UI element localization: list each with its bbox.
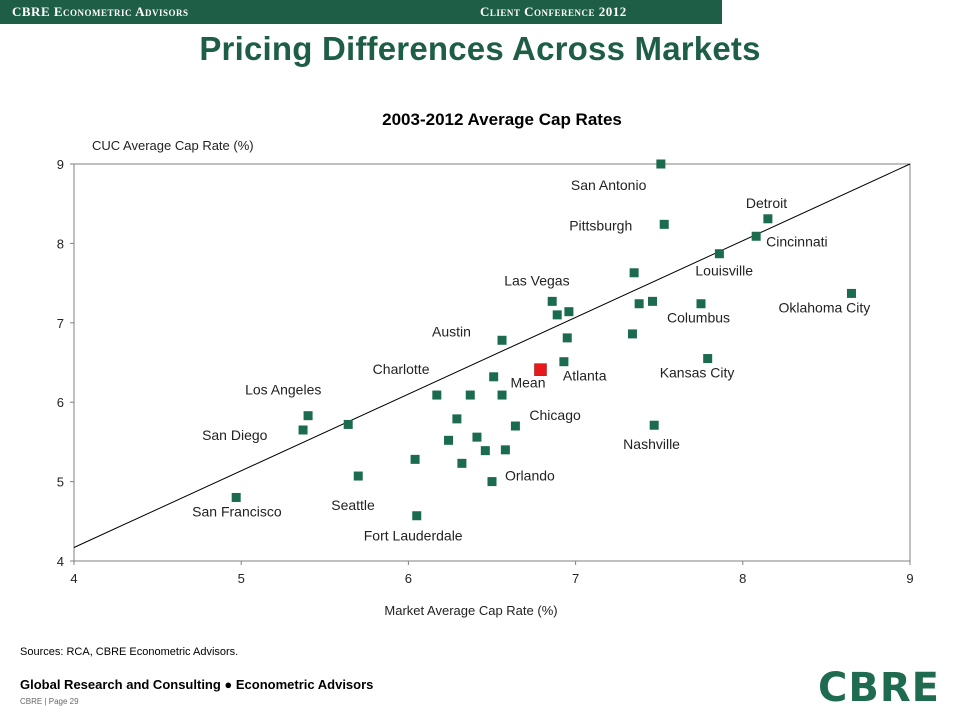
data-point: [452, 414, 462, 424]
header-event: Client Conference 2012: [480, 4, 627, 19]
data-point: [562, 333, 572, 343]
data-point: [457, 458, 467, 468]
data-point: [634, 299, 644, 309]
point-label: Oklahoma City: [778, 299, 870, 315]
point-label: Charlotte: [373, 361, 430, 377]
data-point: [353, 471, 363, 481]
point-label: Columbus: [667, 310, 730, 326]
data-point: [559, 357, 569, 367]
page-title: Pricing Differences Across Markets: [199, 30, 761, 67]
point-label: Chicago: [529, 407, 581, 423]
data-point: [412, 511, 422, 521]
y-axis-label: CUC Average Cap Rate (%): [92, 138, 254, 153]
point-label: Atlanta: [563, 368, 607, 384]
x-tick-label: 6: [405, 571, 412, 586]
point-label: Louisville: [695, 263, 753, 279]
data-point: [846, 288, 856, 298]
data-point: [410, 454, 420, 464]
x-tick-label: 8: [739, 571, 746, 586]
data-point: [444, 435, 454, 445]
point-label: San Francisco: [192, 503, 282, 519]
point-label: Kansas City: [660, 365, 735, 381]
data-point: [497, 335, 507, 345]
y-tick-label: 6: [57, 395, 64, 410]
cbre-logo: CBRE: [818, 665, 940, 711]
point-label: Las Vegas: [504, 272, 569, 288]
data-point: [649, 420, 659, 430]
point-label: San Antonio: [571, 177, 647, 193]
data-point: [480, 446, 490, 456]
data-point: [298, 425, 308, 435]
data-point: [500, 445, 510, 455]
data-point: [659, 219, 669, 229]
reference-line: [73, 163, 911, 548]
scatter-chart: 2003-2012 Average Cap Rates CUC Average …: [57, 110, 914, 618]
point-label: Orlando: [505, 468, 555, 484]
x-tick-label: 9: [906, 571, 913, 586]
data-point: [763, 214, 773, 224]
data-point: [751, 231, 761, 241]
mean-point: [534, 363, 547, 376]
point-label: Detroit: [746, 195, 787, 211]
point-label: Fort Lauderdale: [364, 528, 463, 544]
plot-area: [73, 163, 911, 562]
header-bar: CBRE Econometric Advisors Client Confere…: [0, 0, 722, 24]
data-point: [696, 299, 706, 309]
point-label: Cincinnati: [766, 233, 827, 249]
sources-note: Sources: RCA, CBRE Econometric Advisors.: [20, 646, 239, 658]
point-label: San Diego: [202, 427, 268, 443]
data-point: [629, 268, 639, 278]
point-label: Nashville: [623, 436, 680, 452]
point-label: Pittsburgh: [569, 217, 632, 233]
data-point: [703, 354, 713, 364]
chart-title: 2003-2012 Average Cap Rates: [382, 110, 622, 129]
data-point: [231, 492, 241, 502]
data-point: [497, 390, 507, 400]
x-tick-label: 5: [238, 571, 245, 586]
data-point: [656, 159, 666, 169]
data-point: [489, 372, 499, 382]
y-tick-label: 5: [57, 475, 64, 490]
point-label: Austin: [432, 323, 471, 339]
point-label: Los Angeles: [245, 382, 321, 398]
data-point: [552, 310, 562, 320]
point-label: Seattle: [331, 497, 375, 513]
header-org: CBRE Econometric Advisors: [12, 4, 189, 19]
page-number: CBRE | Page 29: [20, 697, 79, 706]
y-tick-label: 9: [57, 157, 64, 172]
data-point: [432, 390, 442, 400]
data-point: [343, 419, 353, 429]
data-point: [648, 296, 658, 306]
data-point: [627, 329, 637, 339]
data-point: [465, 390, 475, 400]
x-tick-label: 4: [70, 571, 77, 586]
data-point: [714, 249, 724, 259]
x-tick-label: 7: [572, 571, 579, 586]
data-point: [564, 307, 574, 317]
mean-label: Mean: [510, 375, 545, 391]
y-tick-label: 4: [57, 554, 64, 569]
y-tick-label: 7: [57, 316, 64, 331]
footer-text: Global Research and Consulting ● Econome…: [20, 677, 374, 692]
data-point: [472, 432, 482, 442]
y-tick-label: 8: [57, 236, 64, 251]
data-point: [487, 477, 497, 487]
x-axis-label: Market Average Cap Rate (%): [384, 603, 557, 618]
data-point: [510, 421, 520, 431]
data-point: [303, 411, 313, 421]
data-point: [547, 296, 557, 306]
